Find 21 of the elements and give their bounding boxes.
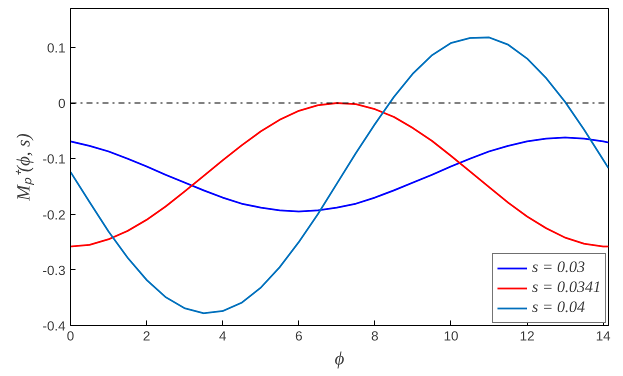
x-axis-title: ϕ xyxy=(334,348,345,370)
x-tick-label: 2 xyxy=(142,328,150,344)
line-series xyxy=(70,102,608,248)
y-tick-label: -0.3 xyxy=(42,262,66,278)
x-tick-label: 6 xyxy=(295,328,303,344)
x-tick-label: 4 xyxy=(218,328,227,344)
y-tick-label: 0.1 xyxy=(46,40,66,56)
y-tick-label: -0.4 xyxy=(42,318,66,334)
x-tick-label: 10 xyxy=(444,328,458,344)
y-tick-label: -0.2 xyxy=(42,207,66,222)
line-series xyxy=(70,36,608,314)
y-tick-label: -0.1 xyxy=(42,152,66,167)
y-tick-label: 0 xyxy=(58,96,66,112)
legend-label: s = 0.03 xyxy=(532,259,585,277)
y-axis-title: Mₚ⁺(ϕ, s) xyxy=(14,133,35,202)
legend-label: s = 0.0341 xyxy=(532,279,601,297)
x-tick-label: 12 xyxy=(520,328,534,344)
line-series xyxy=(70,136,608,212)
x-tick-label: 14 xyxy=(596,328,612,344)
legend-label: s = 0.04 xyxy=(532,299,585,317)
x-tick-label: 8 xyxy=(371,328,379,344)
